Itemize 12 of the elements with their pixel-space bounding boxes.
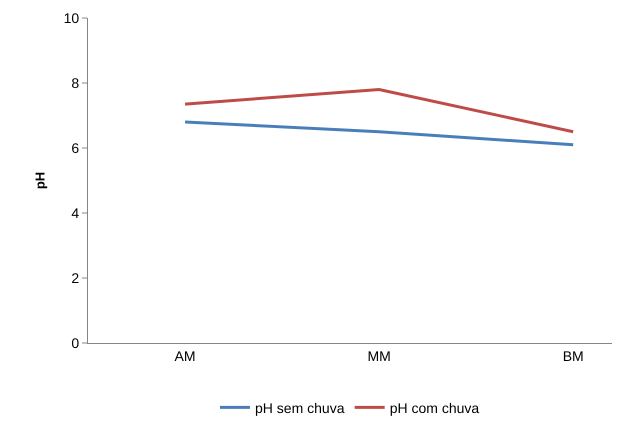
y-tick-label: 2 (71, 270, 80, 286)
y-tick-label: 10 (64, 10, 80, 26)
legend-label: pH com chuva (390, 400, 480, 416)
x-tick-label: MM (367, 348, 391, 364)
y-tick-label: 8 (71, 74, 80, 91)
y-tick-label: 0 (71, 334, 80, 351)
x-tick-label: AM (174, 348, 196, 364)
x-tick-label: BM (562, 348, 584, 364)
legend-label: pH sem chuva (255, 400, 345, 416)
y-axis-title: pH (32, 172, 48, 190)
y-tick-label: 4 (71, 204, 80, 221)
y-tick-label: 6 (71, 140, 80, 156)
